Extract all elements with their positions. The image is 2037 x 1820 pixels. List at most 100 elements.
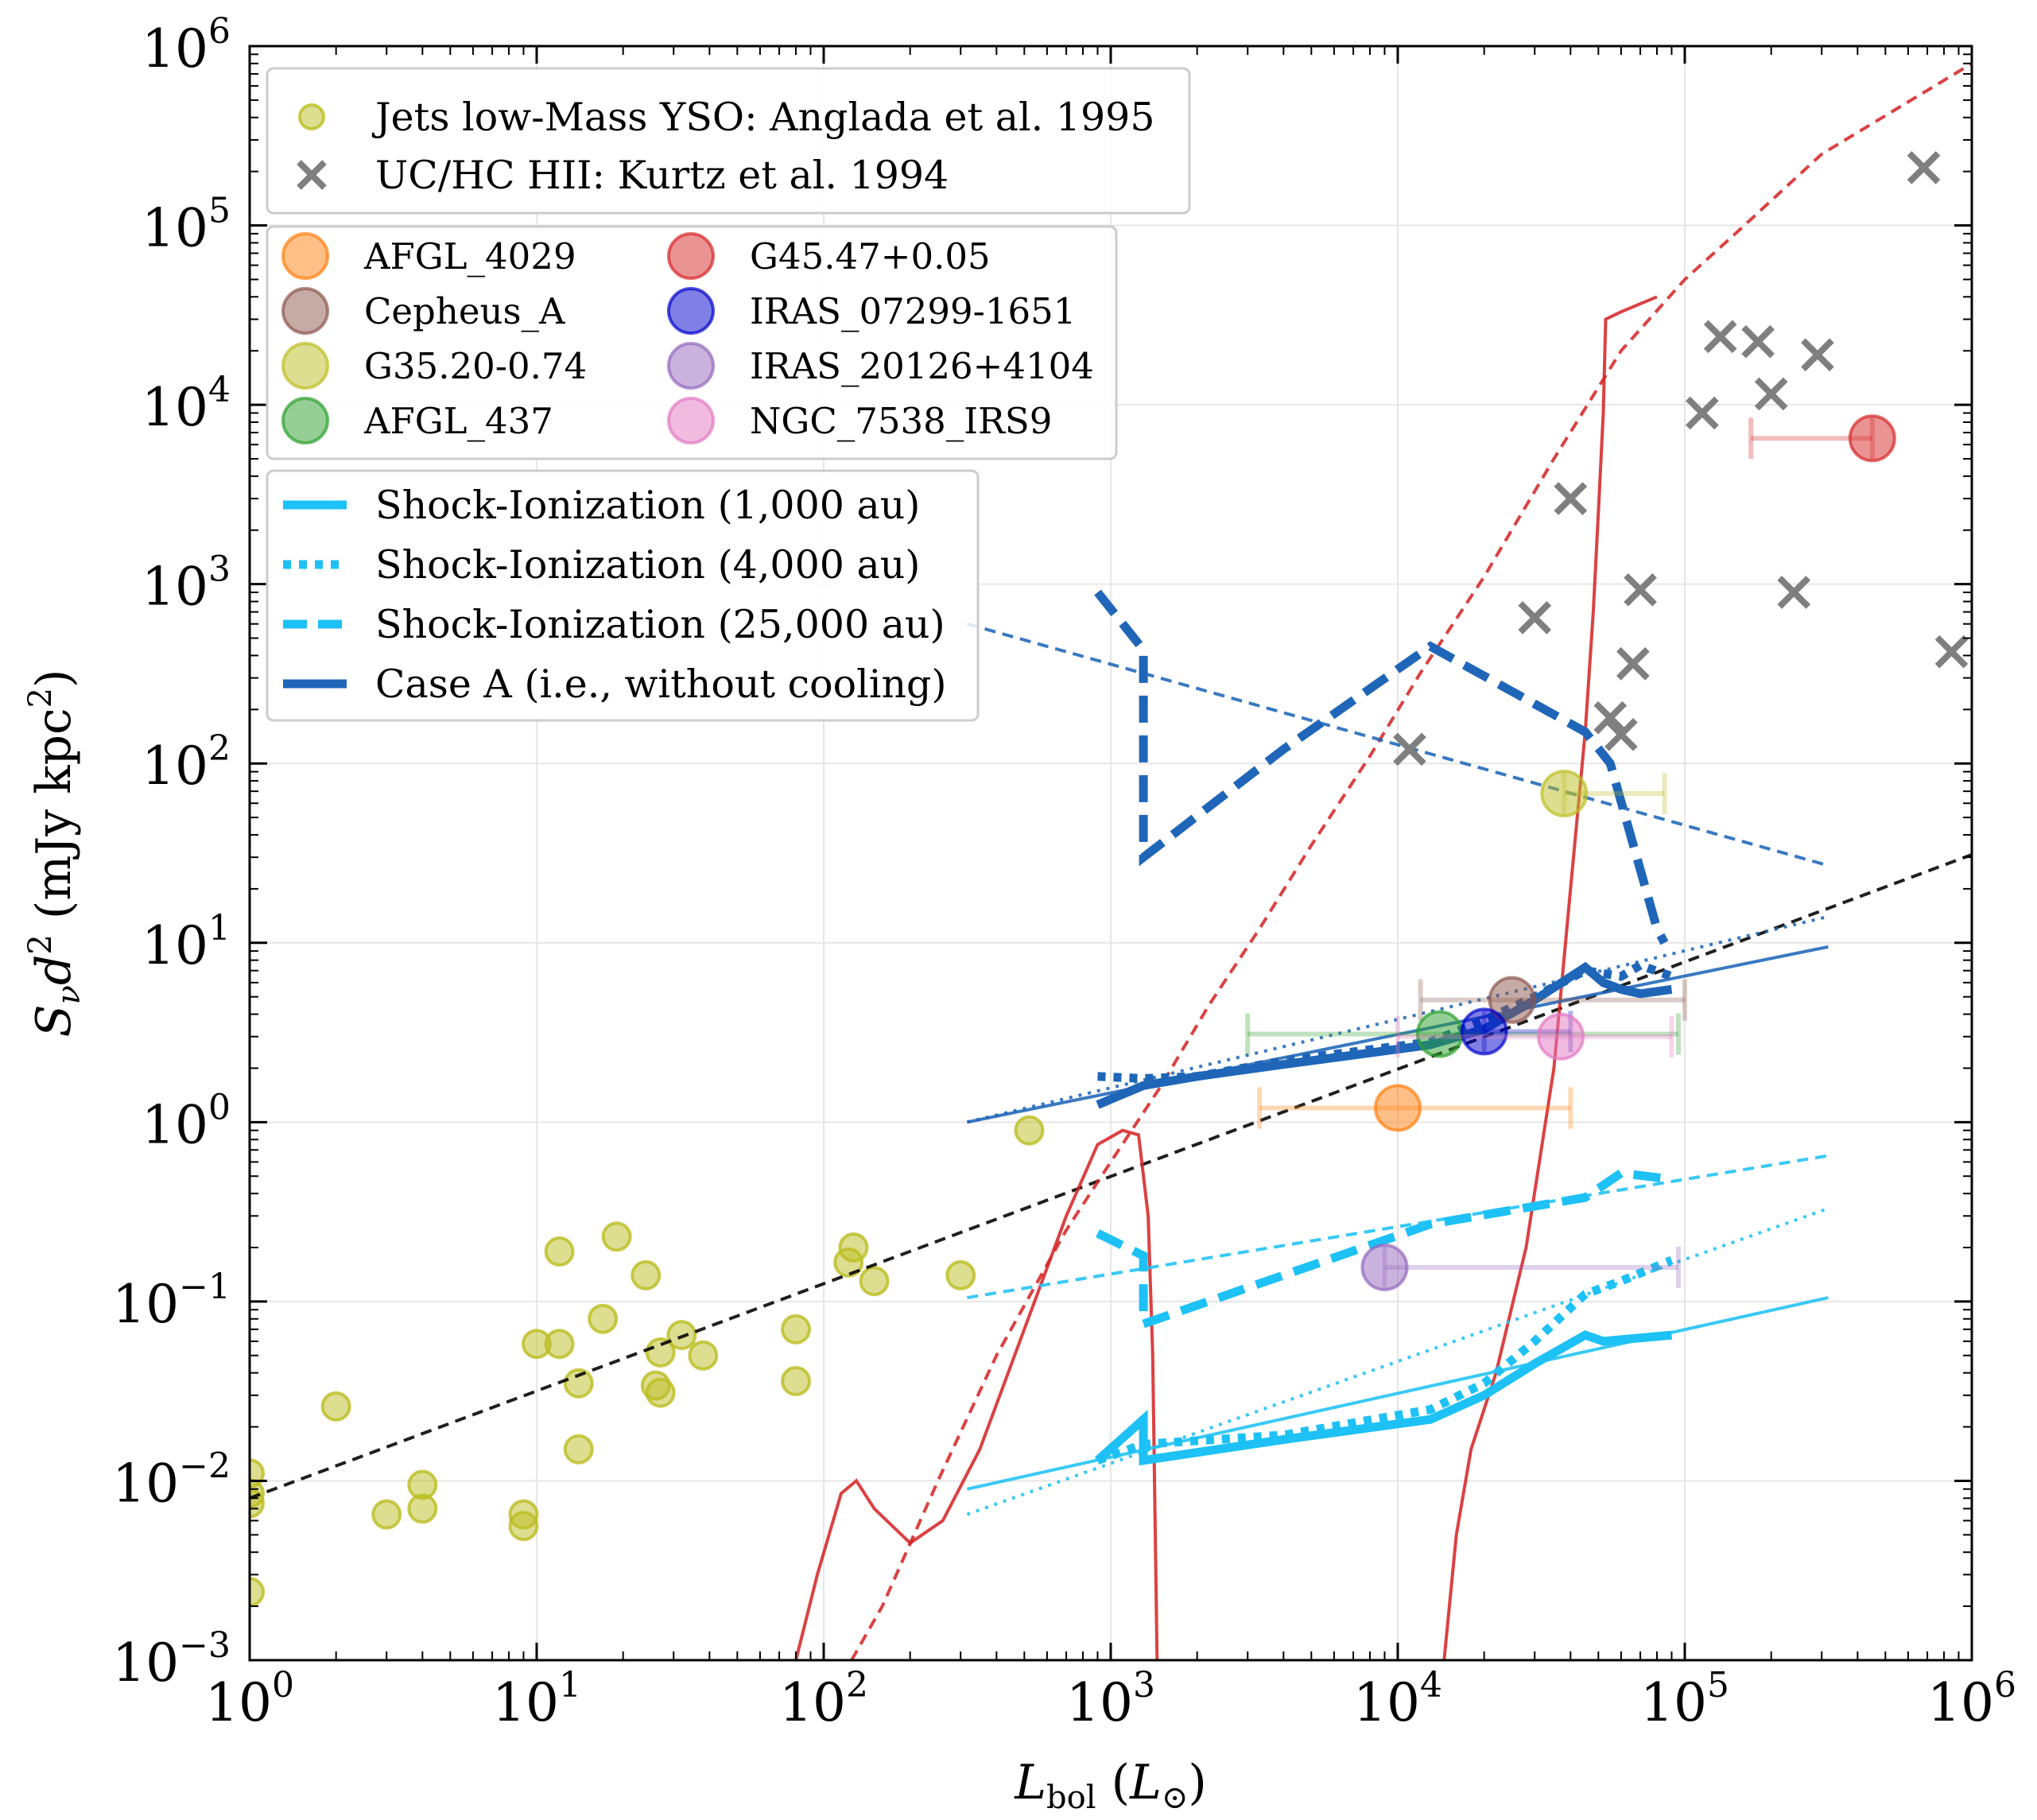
legends: Jets low-Mass YSO: Anglada et al. 1995 UC…: [266, 67, 1191, 722]
series-line-case-a-fit-thin-solid: [967, 945, 1829, 1124]
legend-label: Jets low-Mass YSO: Anglada et al. 1995: [371, 95, 1155, 140]
legend-marker-g35-20-0-74: [281, 342, 329, 390]
data-point-circle: [945, 1259, 976, 1290]
legend-label-shock-ionization-4-000-au: Shock-Ionization (4,000 au): [375, 542, 920, 588]
data-point-circle: [781, 1365, 812, 1396]
x-tick-label: 105: [1640, 1665, 1729, 1733]
legend-marker-iras-07299-1651: [667, 287, 715, 335]
series-line-reference-relation-black-dashed: [250, 853, 1972, 1500]
series-line-case-a-4-000-au: [1097, 960, 1674, 1084]
legend-marker-afgl-437: [281, 397, 329, 444]
x-tick-label: 100: [205, 1665, 294, 1733]
data-point-x: [1703, 320, 1737, 354]
y-tick-label: 10−3: [112, 1625, 231, 1694]
series-line-case-a-25-000-au: [1094, 589, 1669, 945]
data-point-circle: [563, 1368, 594, 1399]
series-line-red-dashed-curve: [850, 62, 1972, 1660]
y-tick-label: 101: [142, 908, 231, 976]
x-tick-label: 101: [492, 1665, 581, 1733]
legend-label-afgl-437: AFGL_437: [363, 400, 553, 442]
y-tick-label: 102: [142, 728, 231, 797]
x-marker-stroke: [1604, 717, 1638, 751]
source-g35-20-0-74: [1540, 770, 1667, 818]
source-cepheus-a: [1418, 976, 1687, 1024]
x-marker-stroke: [1777, 576, 1811, 609]
source-marker: [1360, 1243, 1409, 1291]
series-line-case-a-fit-thin-dashed: [966, 622, 1829, 867]
source-g45-47-0-05: [1748, 414, 1896, 463]
x-marker-stroke: [1741, 324, 1775, 359]
data-point-circle: [1014, 1115, 1045, 1146]
x-tick-label: 106: [1927, 1665, 2016, 1733]
legend-label: UC/HC HII: Kurtz et al. 1994: [375, 153, 949, 198]
series-line-red-solid-curve-low-mass: [794, 1128, 1159, 1660]
legend-reference: [266, 67, 1191, 215]
x-marker-stroke: [1593, 700, 1628, 735]
data-point-x: [1801, 338, 1834, 372]
data-point-circle: [320, 1391, 351, 1422]
y-tick-label: 100: [142, 1087, 231, 1155]
source-marker: [1374, 1084, 1422, 1132]
source-marker: [1415, 1010, 1464, 1058]
legend-label-iras-07299-1651: IRAS_07299-1651: [750, 290, 1076, 332]
data-point-x: [1934, 634, 1969, 669]
x-marker-stroke: [1518, 601, 1552, 634]
data-point-x: [1754, 377, 1788, 411]
data-point-circle: [645, 1337, 676, 1368]
y-tick-label: 10−1: [112, 1267, 231, 1335]
series-line-shock-ionization-fit-thin-solid: [966, 1296, 1829, 1491]
source-marker: [1540, 770, 1589, 818]
data-point-x: [1616, 646, 1650, 681]
x-marker-stroke: [1934, 634, 1969, 669]
legend-label-cepheus-a: Cepheus_A: [364, 290, 565, 332]
source-marker: [1460, 1007, 1508, 1056]
y-tick-label: 103: [142, 549, 231, 618]
data-point-circle: [544, 1236, 575, 1267]
source-ngc-7538-irs9: [1395, 1012, 1674, 1061]
series-line-case-a-fit-thin-dotted: [966, 914, 1829, 1124]
data-point-x: [1686, 396, 1719, 430]
axes: 100 101 102 103 104 105 106 10−3 10−2 10−1 100 101 1…: [22, 11, 2016, 1816]
y-axis-label: Sνd2 (mJy kpc2): [22, 669, 87, 1038]
source-afgl-4029: [1257, 1084, 1573, 1132]
data-point-circle: [250, 1577, 265, 1608]
legend-label-case-a-i-e-without-cooling: Case A (i.e., without cooling): [375, 662, 947, 707]
source-marker: [1537, 1012, 1585, 1061]
data-point-circle: [859, 1266, 890, 1297]
data-point-x: [1393, 732, 1426, 766]
data-point-x: [1554, 482, 1588, 515]
data-point-circle: [371, 1499, 402, 1530]
x-marker-stroke: [1754, 377, 1788, 411]
plot-area: [250, 62, 1972, 1660]
data-point-circle: [630, 1259, 662, 1290]
y-tick-label: 10−2: [112, 1446, 231, 1514]
data-point-x: [1777, 576, 1811, 609]
data-point-circle: [508, 1511, 539, 1542]
data-point-x: [1741, 324, 1775, 359]
data-point-x: [1593, 700, 1628, 735]
legend-label-shock-ionization-1-000-au: Shock-Ionization (1,000 au): [375, 483, 920, 528]
legend-label-g45-47-0-05: G45.47+0.05: [750, 235, 991, 277]
legend-marker-cepheus-a: [281, 287, 329, 335]
y-tick-label: 104: [142, 370, 231, 438]
data-point-circle: [781, 1314, 812, 1345]
legend-label-afgl-4029: AFGL_4029: [363, 235, 576, 277]
legend-label-ngc-7538-irs9: NGC_7538_IRS9: [750, 400, 1052, 442]
data-point-circle: [588, 1303, 619, 1334]
data-point-x: [1518, 601, 1552, 634]
x-marker-stroke: [1616, 646, 1650, 681]
legend-marker-g45-47-0-05: [667, 232, 715, 280]
data-point-circle: [688, 1340, 719, 1371]
x-marker-stroke: [1554, 482, 1588, 515]
y-tick-label: 105: [142, 191, 231, 259]
legend-marker-x: [297, 160, 327, 190]
x-marker-stroke: [1624, 572, 1657, 607]
data-point-circle: [544, 1329, 575, 1360]
data-point-circle: [601, 1221, 632, 1252]
series-line-shock-ionization-4-000-au: [1096, 1255, 1674, 1465]
data-point-circle: [838, 1232, 869, 1263]
legend-label-iras-20126-4104: IRAS_20126+4104: [750, 345, 1094, 387]
x-tick-label: 104: [1353, 1665, 1442, 1733]
data-point-circle: [563, 1434, 594, 1465]
